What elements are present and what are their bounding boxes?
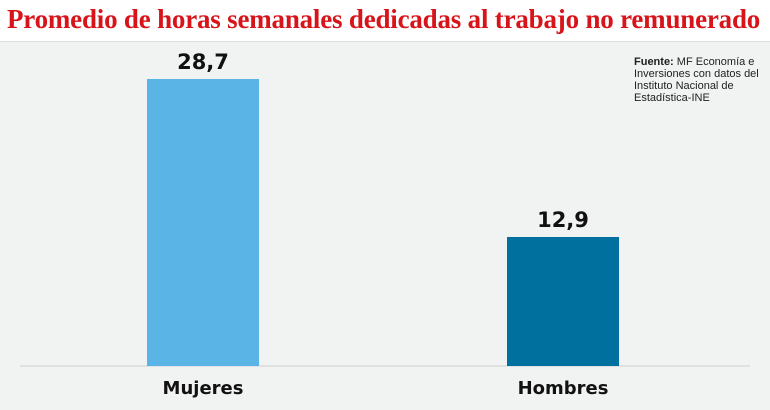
category-label-hombres: Hombres <box>518 378 609 399</box>
chart-title: Promedio de horas semanales dedicadas al… <box>7 4 761 34</box>
bar-hombres <box>507 237 619 366</box>
bars-layer: 28,7 Mujeres 12,9 Hombres <box>147 50 619 399</box>
value-label-mujeres: 28,7 <box>177 50 229 74</box>
source-text: MF Economía e Inversiones con datos del … <box>634 56 759 104</box>
bar-mujeres <box>147 79 259 366</box>
value-label-hombres: 12,9 <box>537 208 589 232</box>
category-label-mujeres: Mujeres <box>163 378 244 399</box>
source-note: Fuente: MF Economía e Inversiones con da… <box>634 56 766 104</box>
chart-area <box>0 41 770 410</box>
source-label: Fuente: <box>634 56 674 68</box>
